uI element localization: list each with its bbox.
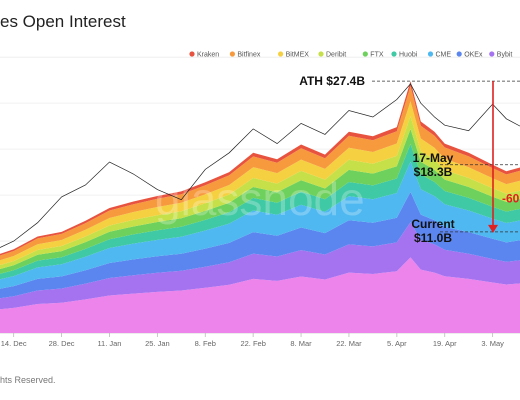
may17-value-label: $18.3B <box>414 165 453 179</box>
current-label: Current <box>411 217 454 231</box>
x-tick-label: 8. Feb <box>195 339 216 348</box>
x-tick-label: 11. Jan <box>97 339 121 348</box>
area-okex <box>0 191 520 299</box>
area-bybit <box>0 222 520 310</box>
may17-date-label: 17-May <box>413 151 454 165</box>
x-tick-label: 28. Dec <box>49 339 75 348</box>
legend-swatch-huobi <box>391 51 397 57</box>
legend: Kraken Bitfinex BitMEX Deribit FTX Huobi CME OK… <box>189 51 513 59</box>
legend-label-ftx: FTX <box>370 52 384 59</box>
legend-label-bybit: Bybit <box>497 52 513 59</box>
x-tick-label: 19. Apr <box>433 339 457 348</box>
legend-label-deribit: Deribit <box>326 52 346 59</box>
copyright-footer: hts Reserved. <box>0 375 56 385</box>
watermark: glassnode <box>155 173 365 225</box>
ath-label: ATH $27.4B <box>299 74 365 88</box>
area-huobi <box>0 144 520 280</box>
legend-swatch-ftx <box>362 51 368 57</box>
chart-title: es Open Interest <box>0 12 126 31</box>
x-tick-label: 22. Mar <box>336 339 362 348</box>
area-cme <box>0 161 520 289</box>
x-axis: 14. Dec 28. Dec 11. Jan 25. Jan 8. Feb 22. Fe… <box>1 333 504 348</box>
legend-label-cme: CME <box>436 52 452 59</box>
legend-swatch-cme <box>427 51 434 57</box>
area-binance <box>0 257 520 333</box>
legend-swatch-bitmex <box>278 51 284 57</box>
legend-swatch-kraken <box>189 51 195 57</box>
legend-label-bitfinex: Bitfinex <box>237 52 260 59</box>
legend-label-okex: OKEx <box>464 52 483 59</box>
legend-swatch-deribit <box>318 51 324 57</box>
drawdown-arrow-head <box>488 224 498 233</box>
legend-swatch-bitfinex <box>229 51 235 57</box>
legend-swatch-bybit <box>489 51 495 57</box>
x-tick-label: 8. Mar <box>290 339 312 348</box>
x-tick-label: 5. Apr <box>387 339 407 348</box>
current-value-label: $11.0B <box>414 231 452 245</box>
x-tick-label: 25. Jan <box>145 339 170 348</box>
drawdown-label: -60 <box>502 191 520 205</box>
x-tick-label: 3. May <box>481 339 504 348</box>
legend-label-kraken: Kraken <box>197 52 219 59</box>
legend-label-bitmex: BitMEX <box>286 52 310 59</box>
x-tick-label: 22. Feb <box>240 339 265 348</box>
x-tick-label: 14. Dec <box>1 339 27 348</box>
legend-swatch-okex <box>456 51 462 57</box>
stacked-areas <box>0 81 520 333</box>
legend-label-huobi: Huobi <box>399 52 418 59</box>
price-line <box>0 83 520 248</box>
